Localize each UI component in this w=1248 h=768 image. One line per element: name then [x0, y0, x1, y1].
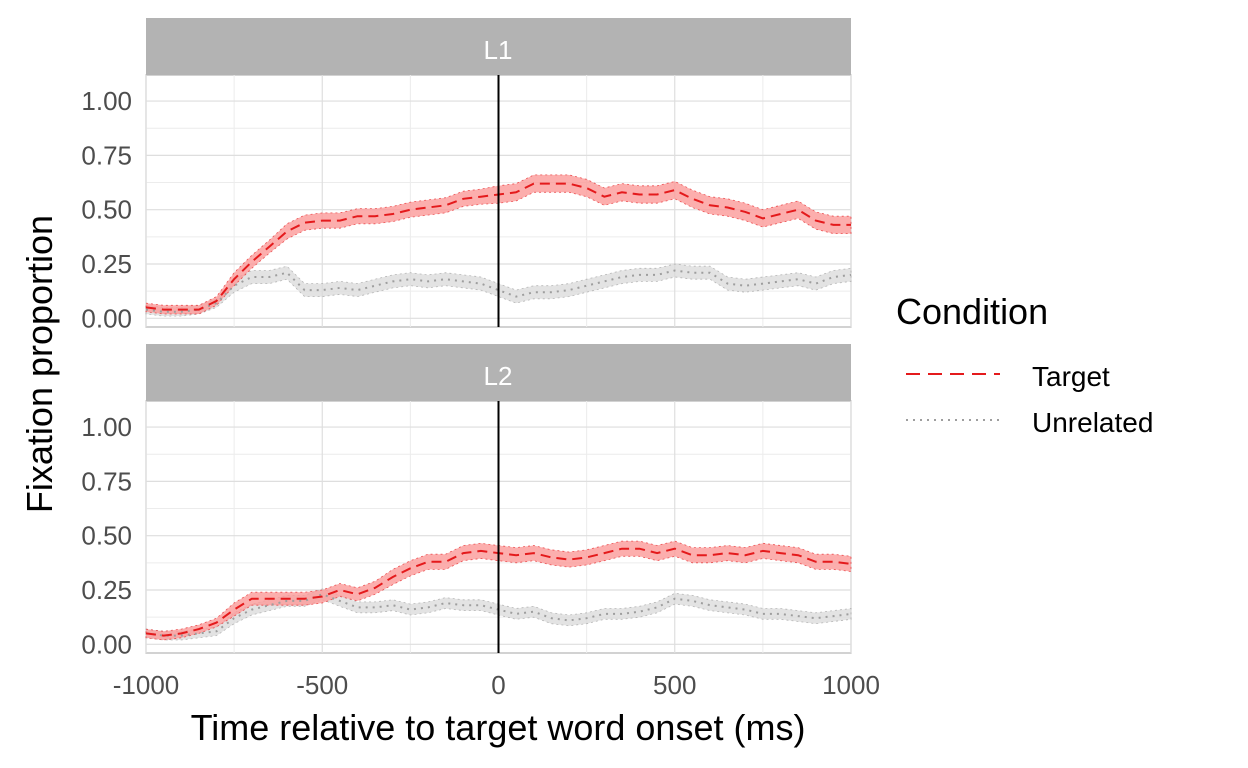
- x-tick-label: -500: [296, 670, 348, 700]
- y-tick-label: 1.00: [81, 412, 132, 442]
- strip-label-l2: L2: [484, 361, 513, 391]
- ribbon-target: [145, 540, 852, 641]
- x-tick-label: 1000: [822, 670, 880, 700]
- y-tick-labels-l2: 0.00 0.25 0.50 0.75 1.00: [81, 412, 132, 659]
- x-tick-label: -1000: [113, 670, 180, 700]
- panel-l2: L2 0.00 0.25 0.50 0.75 1.00: [81, 344, 852, 659]
- y-tick-label: 0.50: [81, 521, 132, 551]
- x-tick-label: 500: [653, 670, 696, 700]
- y-tick-label: 1.00: [81, 86, 132, 116]
- y-tick-label: 0.25: [81, 575, 132, 605]
- y-tick-label: 0.00: [81, 629, 132, 659]
- legend-label-unrelated: Unrelated: [1032, 407, 1153, 438]
- y-axis-title: Fixation proportion: [19, 215, 60, 513]
- x-axis-title: Time relative to target word onset (ms): [191, 707, 806, 748]
- y-tick-label: 0.75: [81, 466, 132, 496]
- y-tick-label: 0.25: [81, 249, 132, 279]
- x-tick-labels: -1000 -500 0 500 1000: [113, 670, 880, 700]
- legend: Condition Target Unrelated: [896, 291, 1153, 438]
- y-tick-label: 0.75: [81, 140, 132, 170]
- y-tick-label: 0.50: [81, 195, 132, 225]
- x-tick-label: 0: [491, 670, 505, 700]
- strip-l2: [146, 344, 851, 401]
- panel-l1: L1 0.00 0.25 0.50 0.75 1.00: [81, 18, 852, 333]
- line-unrelated: [145, 269, 852, 313]
- legend-label-target: Target: [1032, 361, 1110, 392]
- legend-title: Condition: [896, 291, 1048, 332]
- strip-l1: [146, 18, 851, 75]
- strip-label-l1: L1: [484, 35, 513, 65]
- y-tick-label: 0.00: [81, 303, 132, 333]
- y-tick-labels-l1: 0.00 0.25 0.50 0.75 1.00: [81, 86, 132, 333]
